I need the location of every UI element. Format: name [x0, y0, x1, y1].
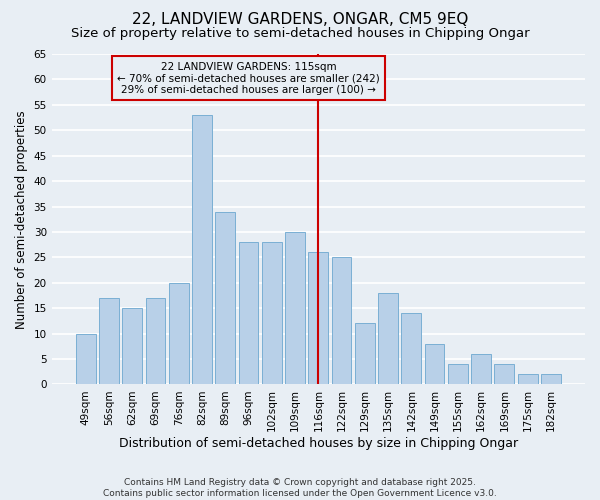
Bar — [401, 314, 421, 384]
Bar — [169, 283, 188, 384]
Text: Contains HM Land Registry data © Crown copyright and database right 2025.
Contai: Contains HM Land Registry data © Crown c… — [103, 478, 497, 498]
Bar — [99, 298, 119, 384]
Bar — [378, 293, 398, 384]
Bar — [541, 374, 561, 384]
Bar — [146, 298, 166, 384]
Bar — [239, 242, 259, 384]
Bar — [425, 344, 445, 385]
Bar — [518, 374, 538, 384]
Bar — [122, 308, 142, 384]
Text: 22 LANDVIEW GARDENS: 115sqm
← 70% of semi-detached houses are smaller (242)
29% : 22 LANDVIEW GARDENS: 115sqm ← 70% of sem… — [117, 62, 380, 95]
Bar — [448, 364, 468, 384]
Bar — [494, 364, 514, 384]
Y-axis label: Number of semi-detached properties: Number of semi-detached properties — [15, 110, 28, 328]
X-axis label: Distribution of semi-detached houses by size in Chipping Ongar: Distribution of semi-detached houses by … — [119, 437, 518, 450]
Bar — [355, 324, 375, 384]
Bar — [308, 252, 328, 384]
Bar — [262, 242, 282, 384]
Bar — [332, 258, 352, 384]
Text: Size of property relative to semi-detached houses in Chipping Ongar: Size of property relative to semi-detach… — [71, 28, 529, 40]
Bar — [285, 232, 305, 384]
Bar — [192, 115, 212, 384]
Text: 22, LANDVIEW GARDENS, ONGAR, CM5 9EQ: 22, LANDVIEW GARDENS, ONGAR, CM5 9EQ — [132, 12, 468, 28]
Bar — [215, 212, 235, 384]
Bar — [471, 354, 491, 384]
Bar — [76, 334, 95, 384]
